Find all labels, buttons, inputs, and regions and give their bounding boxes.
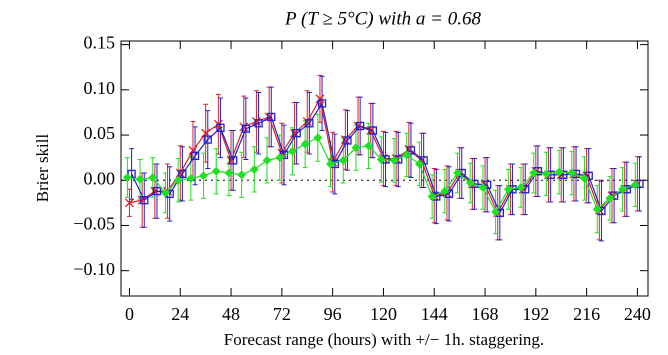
x-tick-label: 192	[522, 304, 549, 324]
marker	[137, 195, 147, 205]
marker	[290, 128, 300, 138]
x-axis-label: Forecast range (hours) with +/− 1h. stag…	[224, 330, 544, 349]
marker	[313, 133, 323, 143]
marker	[516, 183, 526, 192]
marker	[203, 135, 212, 144]
marker	[326, 159, 335, 169]
marker	[148, 173, 158, 182]
y-tick-label: −0.10	[73, 259, 115, 279]
marker	[592, 204, 602, 214]
marker	[251, 117, 261, 126]
marker	[356, 121, 365, 131]
marker	[275, 153, 285, 163]
marker	[125, 198, 134, 208]
y-tick-label: 0.00	[84, 168, 116, 188]
y-axis-label: Brier skill	[33, 133, 52, 202]
x-tick-label: 72	[273, 304, 291, 324]
marker	[300, 139, 310, 149]
x-tick-label: 168	[472, 304, 499, 324]
marker	[376, 155, 386, 164]
marker	[262, 155, 272, 165]
marker	[402, 150, 412, 160]
marker	[302, 117, 312, 126]
marker	[122, 173, 132, 182]
x-tick-label: 216	[573, 304, 600, 324]
marker	[150, 186, 160, 196]
marker	[229, 156, 238, 165]
marker	[237, 170, 247, 180]
plot-frame	[120, 40, 649, 297]
marker	[353, 121, 363, 131]
marker	[152, 186, 162, 196]
y-tick-label: −0.05	[73, 214, 115, 234]
x-tick-label: 48	[222, 304, 240, 324]
marker	[224, 168, 234, 178]
marker	[211, 166, 221, 176]
marker	[190, 151, 200, 160]
marker	[199, 171, 208, 181]
marker	[239, 122, 249, 132]
marker	[254, 119, 263, 128]
x-tick-label: 96	[324, 304, 342, 324]
marker	[343, 136, 352, 145]
marker	[478, 183, 488, 192]
y-tick-label: 0.10	[84, 78, 116, 98]
marker	[161, 188, 170, 198]
marker	[491, 207, 501, 217]
marker	[630, 180, 640, 190]
x-tick-label: 24	[171, 304, 189, 324]
marker	[364, 141, 374, 151]
marker	[406, 146, 416, 155]
marker	[188, 145, 198, 155]
marker	[440, 186, 450, 196]
marker	[541, 169, 551, 179]
x-tick-label: 120	[370, 304, 397, 324]
marker	[605, 193, 615, 203]
marker	[427, 192, 437, 201]
marker	[368, 126, 378, 135]
marker	[315, 94, 325, 104]
marker	[567, 168, 577, 178]
marker	[351, 143, 361, 153]
marker	[267, 112, 276, 122]
marker	[415, 159, 424, 169]
marker	[453, 168, 462, 178]
marker	[140, 195, 149, 205]
marker	[338, 155, 348, 165]
marker	[305, 119, 314, 128]
marker	[135, 174, 145, 184]
marker	[554, 167, 564, 177]
chart-title: P (T ≥ 5°C) with a = 0.68	[284, 8, 481, 29]
x-tick-label: 240	[624, 304, 651, 324]
marker	[292, 129, 301, 138]
marker	[529, 168, 539, 178]
marker	[618, 184, 628, 194]
x-tick-label: 144	[421, 304, 448, 324]
marker	[389, 155, 399, 165]
marker	[186, 174, 196, 183]
marker	[317, 99, 327, 108]
marker	[465, 178, 475, 188]
marker	[178, 169, 187, 179]
y-tick-label: 0.05	[84, 123, 116, 143]
marker	[580, 174, 589, 183]
marker	[216, 123, 225, 132]
marker	[173, 175, 183, 185]
y-tick-label: 0.15	[84, 33, 116, 53]
x-tick-label: 0	[125, 304, 134, 324]
marker	[503, 184, 513, 194]
marker	[249, 164, 259, 174]
marker	[288, 146, 297, 156]
marker	[241, 124, 251, 133]
